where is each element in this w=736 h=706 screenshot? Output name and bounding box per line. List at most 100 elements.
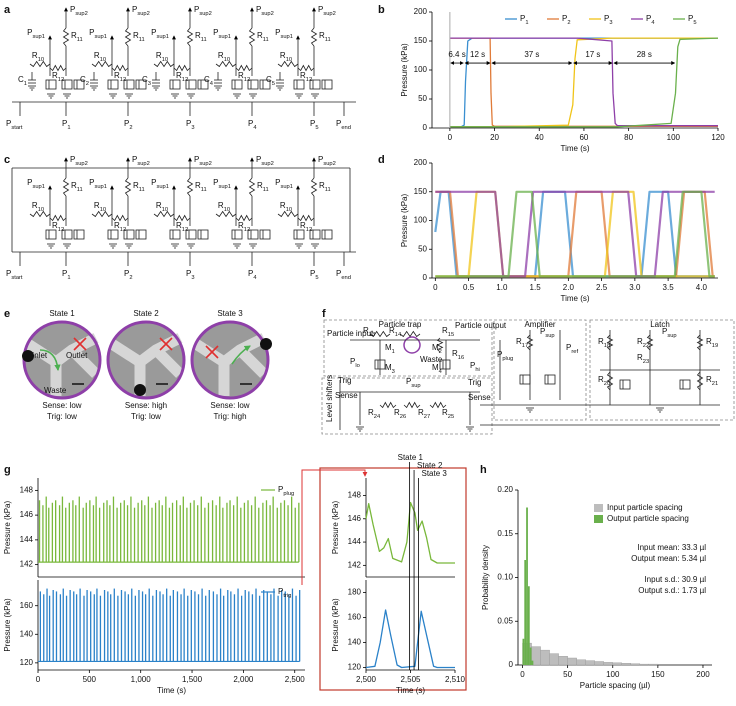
- legend-label: P4: [646, 14, 655, 25]
- resistor: [310, 27, 318, 47]
- label-main: P: [336, 119, 341, 128]
- y-tick-label: 150: [414, 187, 428, 196]
- y-axis-title: Pressure (kPa): [331, 598, 340, 652]
- y-tick-label: 144: [348, 537, 362, 546]
- label-main: R: [598, 337, 604, 346]
- output-label: P5: [310, 269, 319, 280]
- hist-bar: [594, 661, 604, 666]
- label-sub: 10: [162, 57, 168, 63]
- label-sub: 20: [604, 381, 610, 387]
- label-main: R: [319, 181, 325, 190]
- label-main: R: [280, 201, 286, 210]
- label-sub: plug: [283, 491, 294, 497]
- resistor-label: R12: [300, 221, 312, 232]
- legend-label: P2: [562, 14, 571, 25]
- y-axis-title: Pressure (kPa): [3, 598, 12, 652]
- label-main: R: [156, 201, 162, 210]
- label-main: R: [238, 71, 244, 80]
- supply-label: Psup1: [151, 178, 169, 189]
- label-main: P: [132, 155, 137, 164]
- output-label: P4: [248, 269, 257, 280]
- circuit-label: Particle trap: [379, 320, 422, 329]
- transistor: [185, 229, 197, 240]
- label-main: R: [257, 31, 263, 40]
- circuit-label: R13: [363, 326, 375, 337]
- label-main: P: [213, 28, 218, 37]
- y-tick-label: 144: [20, 535, 34, 544]
- label-sub: 3: [392, 369, 395, 375]
- transistor: [259, 79, 271, 90]
- y-tick-label: 150: [414, 36, 428, 45]
- label-sub: sup1: [156, 34, 168, 40]
- label-sub: 1: [67, 125, 70, 131]
- label-sub: 21: [712, 381, 718, 387]
- x-tick-label: 0: [448, 133, 453, 142]
- resistor: [49, 64, 67, 72]
- transistor: [544, 374, 556, 385]
- label-main: P: [27, 178, 32, 187]
- y-tick-label: 0: [423, 273, 428, 282]
- y-tick-label: 120: [348, 663, 362, 672]
- transistor: [231, 79, 243, 90]
- label-main: R: [319, 31, 325, 40]
- hist-bar: [639, 663, 650, 666]
- stat-label: Output mean: 5.34 µl: [631, 554, 706, 563]
- supply-label: Psup2: [194, 5, 212, 16]
- label-main: R: [394, 408, 400, 417]
- legend-swatch: [594, 515, 603, 523]
- label-main: R: [176, 221, 182, 230]
- transistor: [73, 79, 85, 90]
- transistor: [321, 229, 333, 240]
- x-tick-label: 2,500: [285, 675, 306, 684]
- label-main: P: [194, 5, 199, 14]
- label-main: P: [213, 178, 218, 187]
- label-main: R: [706, 375, 712, 384]
- label-sub: 3: [191, 125, 194, 131]
- resistor-label: R10: [280, 51, 292, 62]
- label-sub: sup1: [280, 184, 292, 190]
- capacitor-label: C4: [204, 75, 214, 86]
- label-sub: 10: [38, 57, 44, 63]
- output-label: P2: [124, 269, 133, 280]
- trig-state: Trig: high: [213, 412, 246, 421]
- label-main: P: [310, 269, 315, 278]
- label-main: P: [256, 5, 261, 14]
- circuit-label: Trig: [468, 378, 481, 387]
- transistor: [309, 229, 321, 240]
- resistor: [277, 60, 299, 68]
- capacitor-label: C5: [266, 75, 275, 86]
- x-tick-label: 1.0: [496, 283, 508, 292]
- label-sub: 2: [129, 125, 132, 131]
- hist-bar: [526, 507, 528, 665]
- label-main: P: [70, 5, 75, 14]
- interval-label: 6.4 s: [448, 50, 465, 59]
- wire: [159, 337, 173, 351]
- legend-label: P3: [604, 14, 613, 25]
- y-axis-title: Pressure (kPa): [400, 43, 409, 97]
- x-tick-label: 40: [535, 133, 544, 142]
- label-main: R: [706, 337, 712, 346]
- label-main: R: [133, 31, 139, 40]
- data-line: [365, 609, 455, 669]
- label-sub: 3: [609, 20, 612, 26]
- resistor: [173, 214, 191, 222]
- label-main: P: [186, 119, 191, 128]
- label-sub: 12: [120, 227, 126, 233]
- y-tick-label: 142: [20, 560, 34, 569]
- label-sub: 4: [439, 369, 443, 375]
- label-main: M: [385, 363, 392, 372]
- label-main: C: [142, 75, 148, 84]
- label-main: C: [80, 75, 86, 84]
- data-line: [365, 501, 455, 564]
- circuit-label: R25: [442, 408, 454, 419]
- label-sub: trig: [283, 593, 291, 599]
- label-main: R: [516, 337, 522, 346]
- sense-state: Sense: low: [210, 401, 249, 410]
- resistor: [124, 177, 132, 197]
- transistor: [107, 79, 119, 90]
- circuit-label: Psup: [540, 327, 555, 338]
- transistor: [293, 229, 305, 240]
- y-tick-label: 0: [423, 123, 428, 132]
- legend-label: P1: [520, 14, 529, 25]
- transistor: [107, 229, 119, 240]
